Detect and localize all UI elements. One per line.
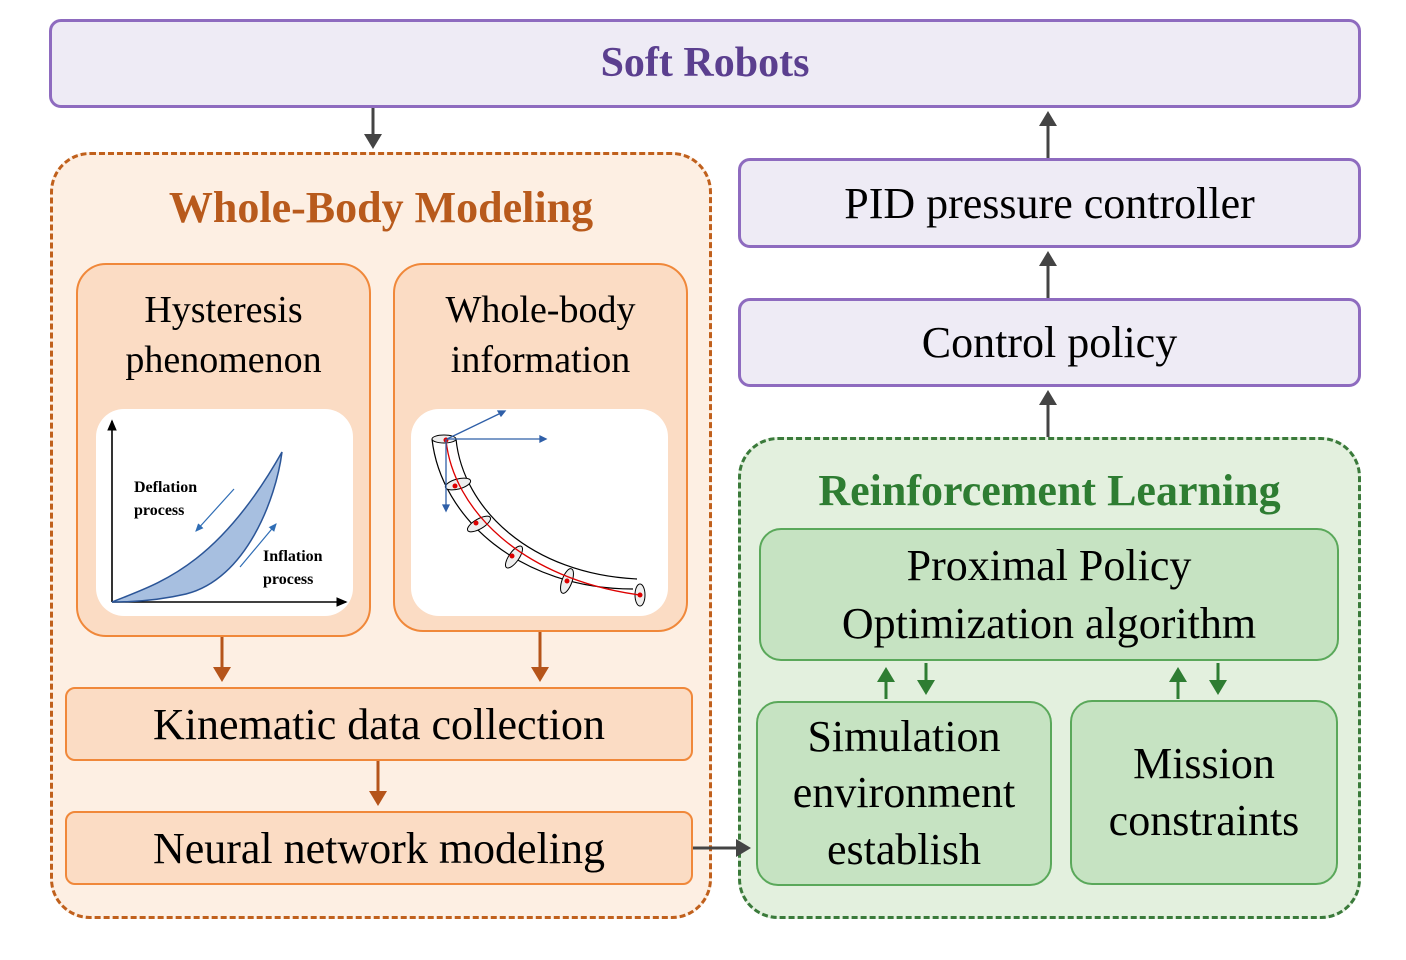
svg-text:process: process [134, 502, 184, 519]
mission-constraints-label: Mission constraints [1108, 739, 1300, 845]
reinforcement-learning-title: Reinforcement Learning [818, 466, 1281, 515]
inflation-arrow [239, 523, 277, 568]
ppo-box: Proximal Policy Optimization algorithm [759, 528, 1339, 661]
svg-text:Inflation: Inflation [263, 548, 323, 565]
kinematic-data-collection-box: Kinematic data collection [65, 687, 693, 761]
soft-robots-box: Soft Robots [49, 19, 1361, 108]
whole-body-info-title: Whole-body information [445, 289, 636, 382]
hysteresis-loop [111, 451, 283, 603]
whole-body-modeling-title: Whole-Body Modeling [168, 183, 594, 232]
control-policy-box: Control policy [738, 298, 1361, 387]
svg-text:Deflation: Deflation [134, 479, 197, 496]
neural-network-modeling-box: Neural network modeling [65, 811, 693, 885]
ppo-label: Proximal Policy Optimization algorithm [841, 541, 1257, 648]
deflation-arrow [195, 488, 235, 532]
pid-controller-box: PID pressure controller [738, 158, 1361, 248]
pid-controller-label: PID pressure controller [844, 178, 1255, 228]
mission-constraints-box: Mission constraints [1070, 700, 1338, 885]
soft-robots-title: Soft Robots [600, 40, 810, 87]
simulation-environment-label: Simulation environment establish [792, 712, 1016, 874]
hysteresis-plot: Deflation process Inflation process [96, 409, 353, 616]
hysteresis-title: Hysteresis phenomenon [125, 289, 322, 382]
soft-arm-illustration [411, 409, 668, 616]
control-policy-label: Control policy [921, 318, 1178, 367]
simulation-environment-box: Simulation environment establish [756, 701, 1052, 886]
kinematic-data-collection-label: Kinematic data collection [152, 699, 606, 749]
neural-network-modeling-label: Neural network modeling [152, 823, 606, 873]
svg-text:process: process [263, 571, 313, 588]
